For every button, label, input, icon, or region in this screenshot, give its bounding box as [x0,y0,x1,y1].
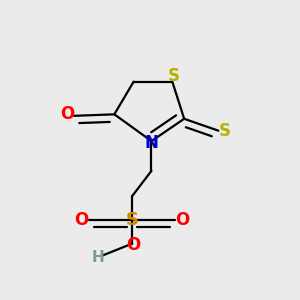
Text: S: S [126,211,139,229]
Text: N: N [145,134,158,152]
Text: O: O [127,236,141,254]
Text: O: O [74,211,89,229]
Text: O: O [176,211,190,229]
Text: O: O [60,105,74,123]
Text: S: S [218,122,230,140]
Text: H: H [92,250,104,265]
Text: S: S [168,67,180,85]
